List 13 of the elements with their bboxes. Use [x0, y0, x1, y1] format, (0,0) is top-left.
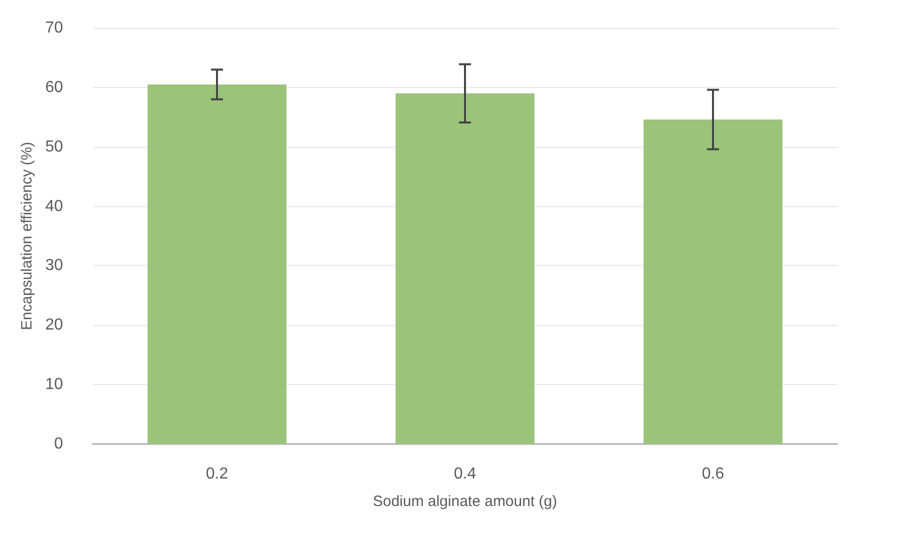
x-axis-title: Sodium alginate amount (g) — [372, 493, 558, 510]
x-tick-label: 0.2 — [206, 466, 228, 482]
y-tick-label: 10 — [45, 376, 64, 394]
y-tick-label: 20 — [45, 316, 64, 334]
x-tick-label: 0.6 — [702, 466, 724, 482]
y-axis-title: Encapsulation efficiency (%) — [18, 142, 36, 330]
y-tick-label: 50 — [45, 138, 64, 156]
x-tick-label: 0.4 — [454, 466, 476, 482]
y-tick-label: 70 — [45, 20, 64, 36]
y-tick-label: 60 — [45, 78, 64, 96]
y-tick-label: 30 — [45, 257, 64, 274]
y-tick-label: 0 — [54, 436, 64, 452]
y-tick-label: 40 — [45, 198, 64, 215]
